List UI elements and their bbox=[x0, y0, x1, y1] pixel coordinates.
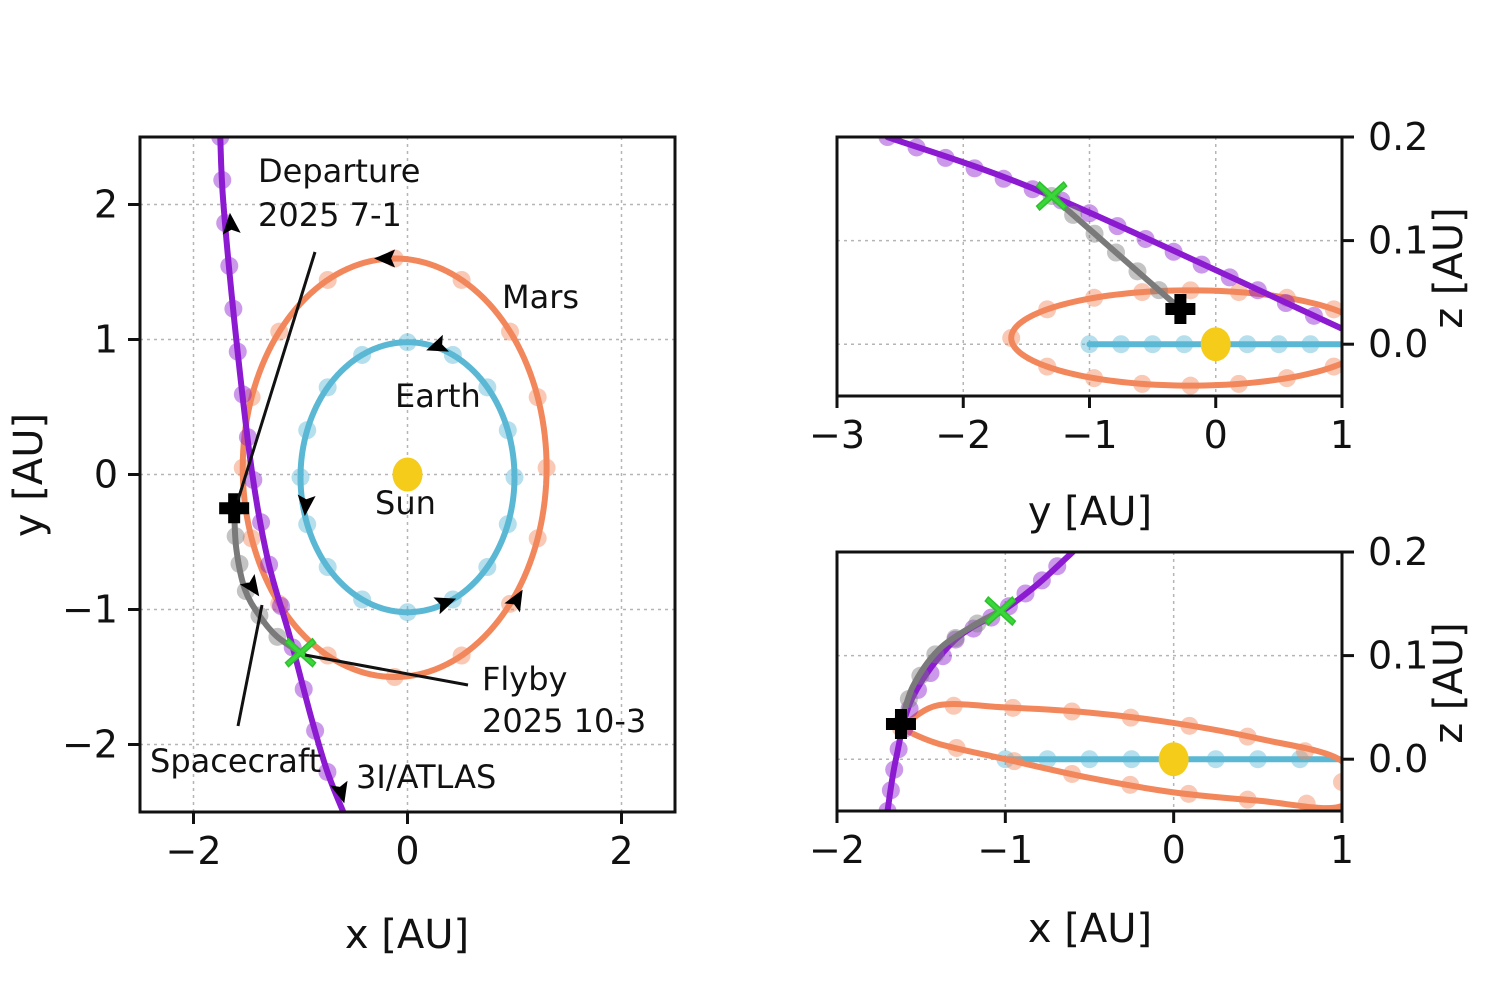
mars-direction-arrow bbox=[504, 589, 523, 613]
spacecraft-orbit-line bbox=[1048, 193, 1184, 312]
y-tick-label: 0 bbox=[94, 453, 118, 497]
sun-marker bbox=[392, 457, 423, 492]
y-tick-label: 2 bbox=[94, 183, 118, 227]
axis-ticks: −3 −2 −1 0 1 0.0 0.1 0.2 bbox=[809, 115, 1428, 457]
mars-orbit-line bbox=[897, 701, 1342, 811]
departure-label: Departure bbox=[258, 152, 420, 190]
x-tick-label: −2 bbox=[935, 413, 991, 457]
x-tick-label: −1 bbox=[977, 828, 1033, 872]
flyby-label: Flyby bbox=[482, 660, 567, 698]
departure-date-label: 2025 7-1 bbox=[258, 196, 402, 234]
earth-direction-arrow bbox=[297, 494, 316, 517]
x-tick-label: 2 bbox=[609, 829, 633, 873]
x-axis-label: y [AU] bbox=[1028, 489, 1152, 535]
x-tick-label: 1 bbox=[1330, 828, 1354, 872]
mars-direction-arrow bbox=[374, 249, 396, 268]
orbits bbox=[878, 552, 1342, 811]
x-axis-label: x [AU] bbox=[1028, 906, 1152, 952]
sun-marker bbox=[1158, 742, 1189, 777]
departure-marker bbox=[1165, 293, 1196, 324]
x-tick-label: 0 bbox=[395, 829, 419, 873]
sun-label: Sun bbox=[375, 484, 436, 522]
atlas-label: 3I/ATLAS bbox=[356, 758, 496, 796]
earth-orbit-line bbox=[297, 339, 518, 616]
spacecraft-direction-arrow bbox=[239, 574, 260, 597]
3i-atlas-orbit-line bbox=[217, 137, 347, 812]
x-tick-label: 0 bbox=[1204, 413, 1228, 457]
y-axis-label: y [AU] bbox=[6, 413, 52, 537]
y-tick-label: 0.2 bbox=[1368, 530, 1428, 574]
z-axis-label: z [AU] bbox=[1426, 622, 1472, 744]
y-tick-label: 1 bbox=[94, 318, 118, 362]
axis-ticks: −2 0 2 −2 −1 0 1 2 bbox=[62, 183, 634, 874]
yz-plane-panel: −3 −2 −1 0 1 0.0 0.1 0.2 y [AU] z [AU] bbox=[809, 115, 1472, 535]
3i-atlas-orbit-line bbox=[884, 137, 1342, 332]
sun-marker bbox=[1200, 327, 1231, 362]
departure-marker bbox=[885, 708, 916, 739]
departure-marker bbox=[219, 493, 250, 524]
spacecraft-orbit-line bbox=[897, 608, 1004, 727]
earth-label: Earth bbox=[395, 377, 481, 415]
orbits bbox=[878, 137, 1342, 395]
mars-label: Mars bbox=[502, 278, 579, 316]
flyby-leader-line bbox=[304, 653, 469, 687]
orbits bbox=[211, 137, 556, 812]
x-tick-label: 0 bbox=[1162, 828, 1186, 872]
earth-direction-arrow bbox=[433, 597, 457, 615]
spacecraft-label: Spacecraft bbox=[150, 742, 321, 780]
xz-plane-panel: −2 −1 0 1 0.0 0.1 0.2 x [AU] z [AU] bbox=[809, 530, 1472, 952]
y-tick-label: −1 bbox=[62, 588, 118, 632]
earth-direction-arrow bbox=[426, 334, 449, 352]
flyby-marker bbox=[984, 595, 1017, 627]
xy-plane-panel: −2 0 2 −2 −1 0 1 2 x [AU] y [AU] Departure 2025… bbox=[6, 135, 677, 958]
x-axis-label: x [AU] bbox=[345, 912, 469, 958]
y-tick-label: 0.1 bbox=[1368, 634, 1428, 678]
flyby-marker bbox=[1035, 180, 1068, 212]
z-axis-label: z [AU] bbox=[1426, 207, 1472, 329]
spacecraft-orbit-line bbox=[231, 505, 304, 656]
x-tick-label: −2 bbox=[165, 829, 221, 873]
y-tick-label: 0.2 bbox=[1368, 115, 1428, 159]
grid bbox=[836, 136, 1343, 396]
plot-frame bbox=[835, 135, 1344, 398]
x-tick-label: −1 bbox=[1061, 413, 1117, 457]
y-tick-label: 0.0 bbox=[1368, 322, 1428, 366]
flyby-marker bbox=[284, 637, 317, 668]
atlas-direction-arrow bbox=[330, 780, 348, 804]
flyby-date-label: 2025 10-3 bbox=[482, 702, 646, 740]
y-tick-label: 0.0 bbox=[1368, 737, 1428, 781]
y-tick-label: 0.1 bbox=[1368, 219, 1428, 263]
x-tick-label: −2 bbox=[809, 828, 865, 872]
atlas-direction-arrow bbox=[222, 212, 241, 235]
y-tick-label: −2 bbox=[62, 723, 118, 767]
x-tick-label: −3 bbox=[809, 413, 865, 457]
mars-sample-point bbox=[1333, 773, 1342, 792]
axis-ticks: −2 −1 0 1 0.0 0.1 0.2 bbox=[809, 530, 1428, 872]
spacecraft-leader-line bbox=[236, 604, 264, 727]
plot-frame bbox=[835, 550, 1344, 813]
x-tick-label: 1 bbox=[1330, 413, 1354, 457]
departure-leader-line bbox=[236, 251, 317, 501]
mars-orbit-line bbox=[239, 255, 550, 680]
